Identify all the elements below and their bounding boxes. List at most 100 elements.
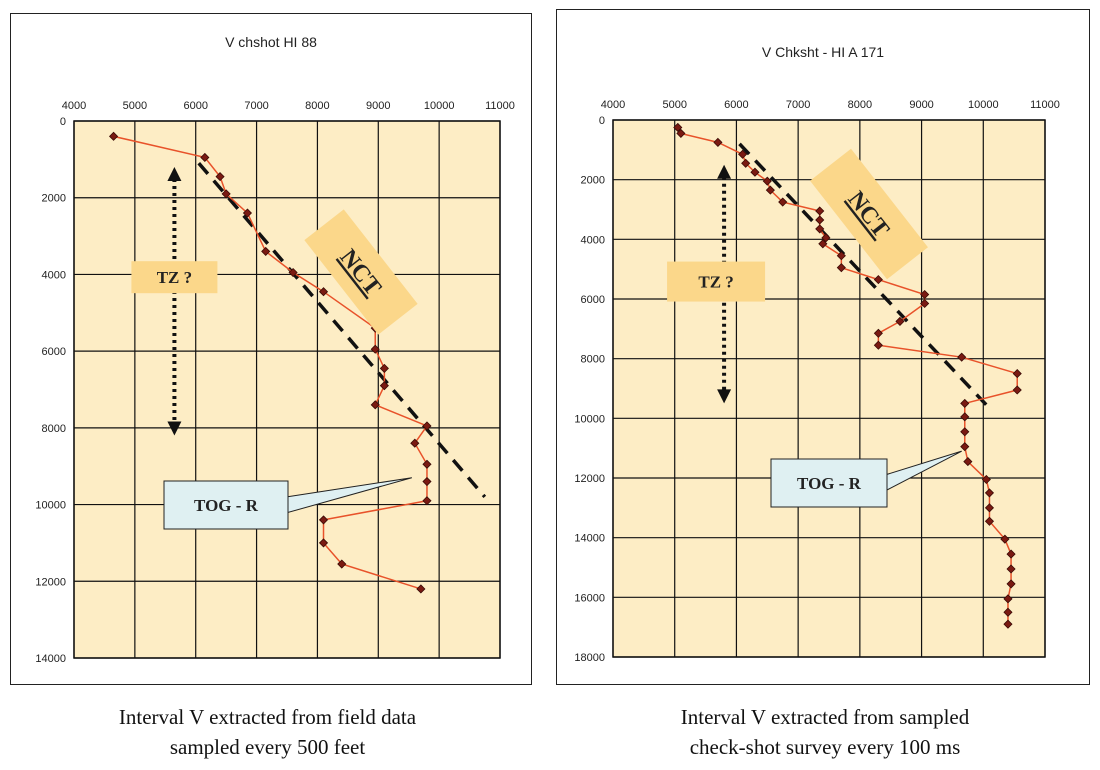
- velocity-point-right-6: [762, 176, 772, 186]
- tz-label-box-left: [131, 261, 218, 294]
- y-tick-label-left-5: 10000: [35, 500, 66, 512]
- velocity-point-left-14: [410, 438, 420, 448]
- x-tick-label-right-5: 9000: [909, 99, 933, 111]
- chart-svg-right: 4000 5000 6000 7000 8000 9000 10000 11000 0 2000 4…: [574, 99, 1059, 664]
- x-tick-label-left-2: 6000: [183, 100, 207, 112]
- x-tick-label-right-3: 7000: [786, 99, 810, 111]
- velocity-point-left-20: [337, 559, 347, 569]
- velocity-point-left-1: [200, 152, 210, 163]
- velocity-line-left: [113, 135, 429, 590]
- velocity-point-left-13: [422, 421, 432, 431]
- y-tick-label-right-4: 8000: [581, 354, 605, 366]
- velocity-point-left-2: [215, 172, 225, 182]
- nct-trend-line-left: [197, 162, 487, 499]
- velocity-point-right-36: [1006, 564, 1016, 574]
- plot-area-right: [612, 119, 1046, 658]
- velocity-point-right-37: [1006, 579, 1016, 589]
- velocity-point-right-38: [1003, 594, 1013, 604]
- velocity-point-right-1: [676, 128, 686, 138]
- velocity-point-right-10: [815, 215, 825, 225]
- velocity-point-right-39: [1003, 607, 1013, 617]
- velocity-point-left-3: [221, 189, 231, 199]
- caption-left-line-2: sampled every 500 feet: [169, 735, 366, 759]
- velocity-point-left-19: [318, 538, 329, 548]
- velocity-point-left-18: [318, 515, 329, 525]
- velocity-point-right-9: [815, 206, 825, 216]
- velocity-point-left-16: [422, 476, 432, 487]
- velocity-point-left-10: [379, 363, 389, 373]
- velocity-point-right-30: [981, 474, 991, 485]
- x-tick-label-left-6: 10000: [424, 100, 455, 112]
- caption-left: Interval V extracted from field data sam…: [30, 702, 505, 762]
- velocity-point-left-5: [261, 246, 271, 256]
- x-tick-label-left-7: 11000: [485, 100, 515, 112]
- chart-svg-left: 4000 5000 6000 7000 8000 9000 10000 11000 0 2000 4…: [35, 100, 515, 665]
- x-tick-label-left-0: 4000: [62, 100, 86, 112]
- velocity-point-right-15: [836, 263, 846, 273]
- y-tick-label-right-2: 4000: [581, 234, 605, 246]
- nct-label-box-right: [810, 148, 928, 280]
- y-tick-label-left-7: 14000: [35, 653, 66, 665]
- velocity-point-right-0: [673, 122, 683, 133]
- velocity-point-right-23: [1012, 369, 1022, 379]
- y-tick-label-left-1: 2000: [42, 193, 66, 205]
- y-tick-label-left-4: 8000: [42, 423, 66, 435]
- x-tick-label-right-1: 5000: [662, 99, 686, 111]
- velocity-point-left-11: [379, 381, 389, 391]
- y-tick-label-left-2: 4000: [42, 269, 66, 281]
- tz-label-box-right: [667, 261, 766, 302]
- velocity-point-left-15: [422, 459, 432, 469]
- velocity-point-right-2: [713, 137, 723, 147]
- velocity-point-right-27: [960, 427, 970, 437]
- velocity-point-left-17: [422, 496, 432, 506]
- y-tick-label-right-6: 12000: [574, 473, 605, 485]
- y-tick-label-right-3: 6000: [581, 294, 605, 306]
- x-tick-label-right-6: 10000: [968, 99, 999, 111]
- velocity-point-right-3: [738, 149, 748, 159]
- tz-arrow-head-down-left: [167, 421, 182, 436]
- y-tick-label-left-0: 0: [60, 116, 66, 128]
- velocity-point-right-18: [920, 298, 930, 309]
- velocity-point-right-16: [873, 275, 883, 285]
- velocity-point-right-26: [960, 412, 970, 422]
- velocity-point-right-8: [778, 197, 788, 207]
- velocity-point-right-35: [1006, 549, 1016, 559]
- caption-right-line-1: Interval V extracted from sampled: [680, 705, 970, 729]
- y-tick-label-right-5: 10000: [574, 413, 605, 425]
- velocity-point-left-4: [242, 208, 253, 218]
- x-tick-label-right-0: 4000: [601, 99, 625, 111]
- chart-panel-left: V chshot HI 88 4000 5000 6000 7000 8000 9000 1…: [10, 13, 532, 685]
- tz-arrow-head-down-right: [717, 389, 732, 404]
- x-tick-label-left-5: 9000: [366, 100, 390, 112]
- velocity-point-left-12: [370, 400, 380, 410]
- nct-label-group-left: NCT: [304, 209, 418, 335]
- tog-label-left: TOG - R: [194, 496, 259, 515]
- tog-label-box-left: [163, 480, 289, 530]
- y-tick-label-right-7: 14000: [574, 533, 605, 545]
- x-tick-label-right-2: 6000: [724, 99, 748, 111]
- velocity-point-right-14: [836, 251, 846, 261]
- nct-label-box-left: [304, 209, 418, 335]
- y-tick-label-right-8: 16000: [574, 592, 605, 604]
- velocity-point-right-40: [1003, 619, 1013, 629]
- y-tick-label-right-1: 2000: [581, 175, 605, 187]
- velocity-point-left-0: [108, 131, 119, 141]
- velocity-point-left-9: [370, 344, 380, 354]
- velocity-point-right-24: [1012, 385, 1022, 395]
- chart-panel-right: V Chksht - HI A 171 4000 5000 6000 7000 8000…: [556, 9, 1090, 685]
- velocity-point-right-12: [821, 233, 831, 243]
- tog-label-right: TOG - R: [797, 474, 862, 493]
- velocity-point-right-29: [963, 457, 973, 467]
- velocity-point-right-28: [960, 442, 970, 452]
- velocity-point-right-7: [765, 185, 775, 195]
- velocity-point-right-17: [920, 289, 930, 300]
- tz-arrow-head-up-right: [717, 164, 732, 179]
- tz-arrow-head-up-left: [167, 167, 182, 182]
- velocity-point-right-33: [984, 516, 995, 526]
- tz-label-right: TZ ?: [698, 273, 733, 292]
- caption-right-line-2: check-shot survey every 100 ms: [689, 735, 961, 759]
- velocity-point-right-25: [960, 398, 970, 408]
- velocity-point-right-21: [873, 340, 883, 350]
- velocity-point-right-5: [750, 167, 760, 177]
- chart-title-right: V Chksht - HI A 171: [761, 44, 885, 60]
